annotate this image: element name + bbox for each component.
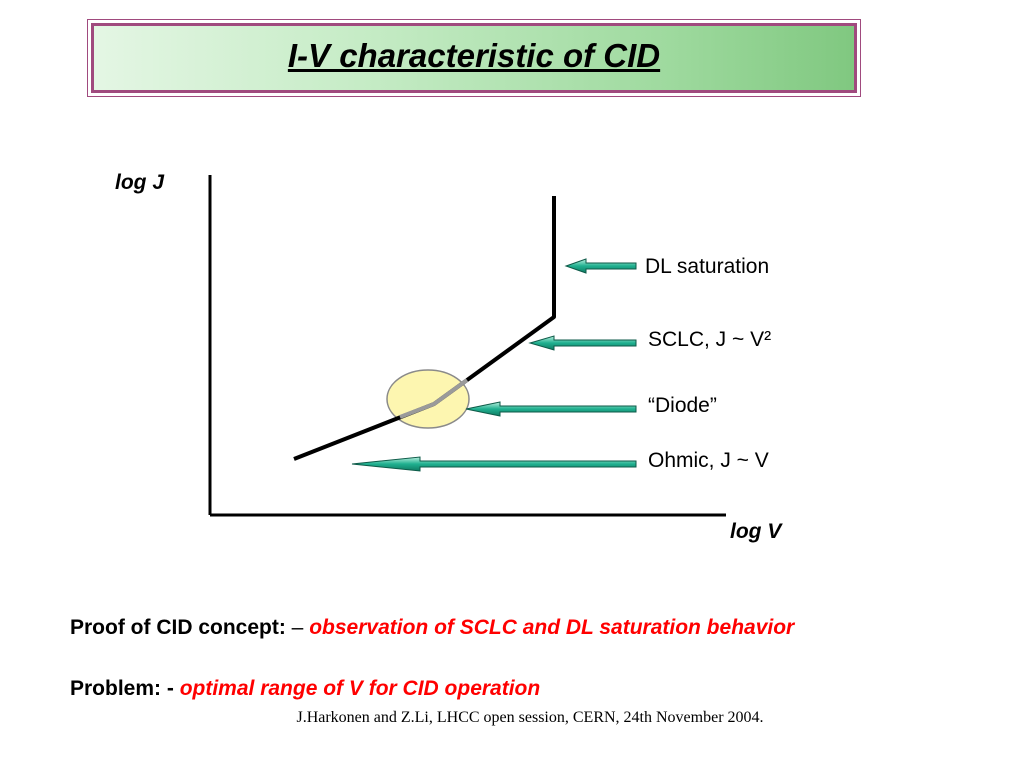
problem-text: optimal range of V for CID operation bbox=[179, 677, 541, 700]
slide-title: I-V characteristic of CID bbox=[287, 37, 661, 74]
problem-statement: Problem: - optimal range of V for CID op… bbox=[70, 677, 540, 701]
dl-saturation-label: DL saturation bbox=[645, 255, 770, 278]
sclc-arrow bbox=[528, 335, 637, 351]
problem-label: Problem: - bbox=[70, 677, 174, 700]
diode-label: “Diode” bbox=[648, 394, 717, 417]
iv-curve bbox=[293, 196, 556, 461]
sclc-label: SCLC, J ~ V² bbox=[648, 328, 772, 351]
ohmic-label: Ohmic, J ~ V bbox=[648, 449, 769, 472]
y-axis-label: log J bbox=[115, 171, 165, 194]
proof-label: Proof of CID concept: bbox=[70, 616, 286, 639]
proof-statement: Proof of CID concept: – observation of S… bbox=[70, 616, 794, 640]
iv-curve-diode-segment bbox=[399, 378, 469, 419]
ohmic-arrow bbox=[351, 456, 637, 472]
citation: J.Harkonen and Z.Li, LHCC open session, … bbox=[296, 709, 764, 726]
proof-text: observation of SCLC and DL saturation be… bbox=[309, 616, 795, 639]
title-box: I-V characteristic of CID bbox=[87, 19, 861, 97]
diode-arrow bbox=[465, 401, 637, 417]
x-axis-label: log V bbox=[730, 520, 782, 543]
dl-saturation-arrow bbox=[564, 258, 637, 274]
proof-dash: – bbox=[291, 616, 304, 639]
